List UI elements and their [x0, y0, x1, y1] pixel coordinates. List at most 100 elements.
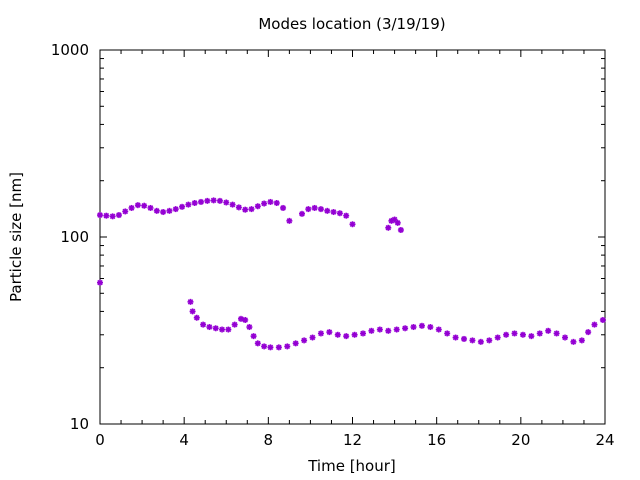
data-point — [280, 204, 287, 211]
x-tick-label: 12 — [343, 431, 362, 449]
data-point — [134, 202, 141, 209]
data-point — [570, 338, 577, 345]
data-point — [179, 203, 186, 210]
data-point — [187, 298, 194, 305]
data-point — [578, 337, 585, 344]
data-point — [393, 326, 400, 333]
data-point — [385, 224, 392, 231]
data-point — [299, 210, 305, 217]
data-point — [301, 337, 308, 344]
data-point — [273, 199, 280, 206]
data-point — [351, 331, 358, 338]
data-point — [317, 206, 324, 213]
data-point — [210, 197, 217, 204]
data-point — [585, 329, 592, 336]
data-point — [336, 210, 343, 217]
data-point — [528, 333, 535, 340]
data-point — [160, 209, 167, 216]
data-point — [553, 330, 560, 337]
data-point — [286, 217, 293, 224]
x-tick-label: 16 — [427, 431, 446, 449]
data-point — [198, 198, 204, 205]
data-point — [349, 221, 356, 228]
data-point — [385, 327, 392, 334]
data-point — [267, 198, 274, 205]
x-axis-title: Time [hour] — [307, 457, 396, 475]
data-point — [172, 206, 179, 213]
x-tick-label: 24 — [595, 431, 614, 449]
data-point — [418, 322, 425, 329]
x-tick-label: 20 — [511, 431, 530, 449]
data-point — [461, 335, 468, 342]
data-point — [511, 330, 518, 337]
data-point — [166, 207, 173, 214]
y-axis-title: Particle size [nm] — [7, 172, 25, 302]
data-point — [305, 206, 312, 213]
data-point — [536, 330, 543, 337]
data-point — [284, 343, 291, 350]
data-point — [503, 331, 510, 338]
data-point — [394, 219, 401, 226]
data-point — [235, 204, 242, 211]
data-points — [97, 197, 606, 351]
data-point — [452, 334, 459, 341]
data-point — [267, 344, 274, 351]
data-point — [562, 334, 569, 341]
data-point — [246, 324, 253, 331]
data-point — [599, 316, 606, 323]
x-tick-label: 8 — [264, 431, 274, 449]
data-point — [254, 203, 261, 210]
data-point — [122, 208, 129, 215]
data-point — [360, 330, 367, 337]
data-point — [206, 324, 213, 331]
data-point — [427, 324, 434, 331]
data-point — [185, 201, 192, 208]
plot-frame — [99, 49, 606, 425]
data-point — [115, 212, 122, 219]
data-point — [204, 197, 211, 204]
x-tick-label: 4 — [179, 431, 189, 449]
data-point — [469, 337, 476, 344]
data-point — [402, 325, 409, 332]
data-point — [444, 330, 451, 337]
data-point — [223, 199, 230, 206]
data-point — [519, 331, 526, 338]
data-point — [275, 344, 282, 351]
data-point — [326, 329, 333, 336]
data-point — [219, 326, 226, 333]
data-point — [410, 324, 417, 331]
data-point — [200, 321, 207, 328]
data-point — [97, 279, 103, 286]
data-point — [103, 212, 110, 219]
data-point — [591, 321, 598, 328]
data-point — [128, 204, 135, 211]
y-tick-label: 1000 — [51, 41, 89, 59]
data-point — [254, 340, 261, 347]
data-point — [494, 334, 501, 341]
data-point — [141, 202, 148, 209]
data-point — [330, 209, 337, 216]
data-point — [397, 227, 404, 234]
data-point — [229, 201, 236, 208]
data-point — [153, 207, 160, 214]
data-point — [435, 326, 442, 333]
data-point — [250, 333, 257, 340]
y-tick-label: 10 — [70, 415, 89, 433]
data-point — [545, 327, 552, 334]
data-point — [368, 327, 375, 334]
data-point — [324, 207, 331, 214]
data-point — [343, 212, 350, 219]
data-point — [292, 340, 299, 347]
data-point — [189, 308, 196, 315]
data-point — [334, 331, 341, 338]
data-point — [242, 316, 249, 323]
data-point — [109, 213, 116, 220]
data-point — [248, 206, 255, 213]
data-point — [147, 204, 154, 211]
data-point — [261, 343, 268, 350]
data-point — [225, 326, 232, 333]
data-point — [193, 314, 200, 321]
x-tick-label: 0 — [95, 431, 105, 449]
data-point — [309, 334, 316, 341]
